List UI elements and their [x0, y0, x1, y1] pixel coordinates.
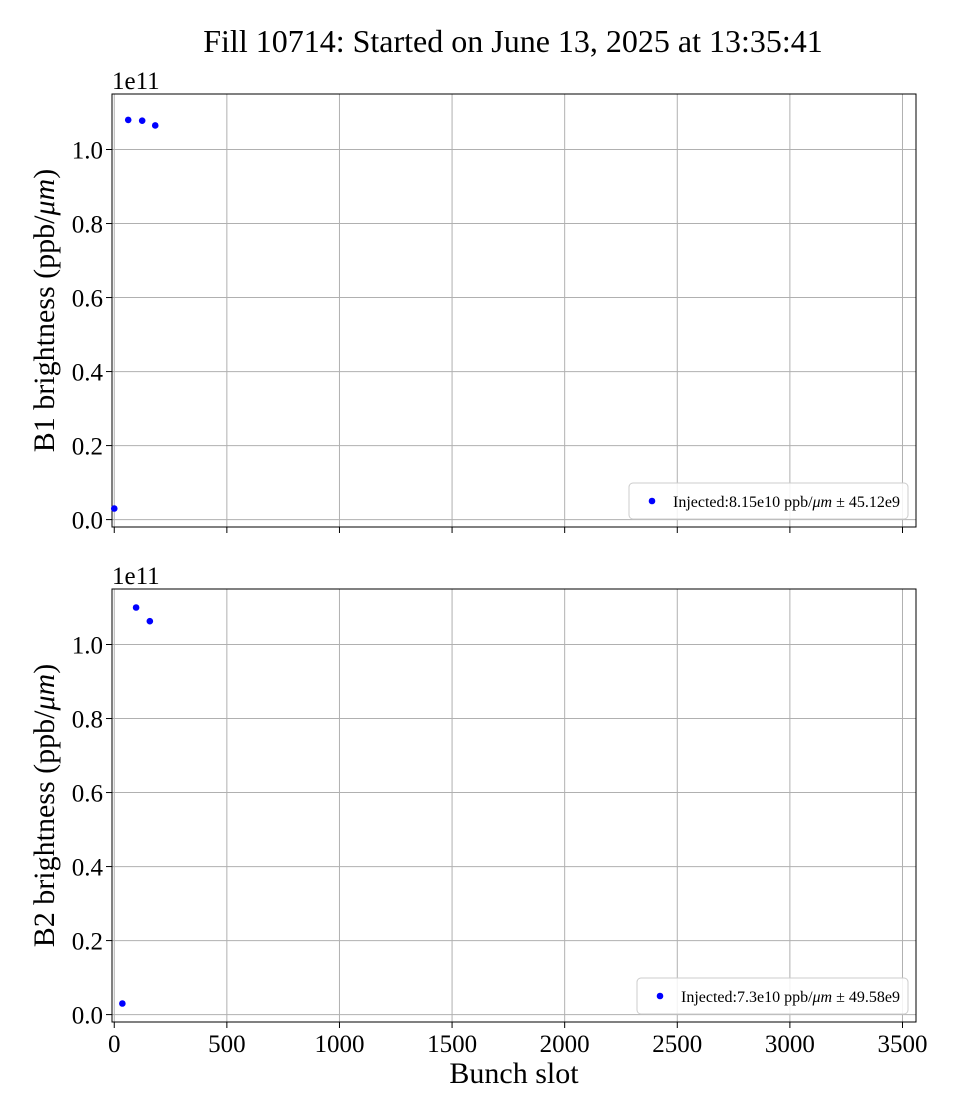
- y-tick-label: 0.6: [72, 781, 103, 808]
- x-tick-label: 2000: [540, 1031, 590, 1058]
- x-tick-label: 0: [108, 1031, 121, 1058]
- y-tick-label: 1.0: [72, 633, 103, 660]
- y-tick-label: 0.4: [72, 360, 104, 387]
- legend-entry: Injected:8.15e10 ppb/μm ± 45.12e9: [673, 494, 900, 511]
- panels: 0.0 0.2 0.4 0.6 0.8 1.0 1e11 B1 brightness (ppb…: [28, 68, 927, 1090]
- y-tick-label: 0.0: [72, 1003, 103, 1030]
- legend-frame: [636, 977, 909, 1015]
- legend-entry-suffix: ± 49.58e9: [832, 989, 900, 1006]
- legend-entry-unit: μm: [812, 989, 833, 1006]
- plot-frame: [111, 588, 917, 1023]
- x-tick-label: 2500: [652, 1031, 702, 1058]
- plot-frame: [111, 93, 917, 528]
- x-tick-label: 3000: [765, 1031, 815, 1058]
- legend-entry-suffix: ± 45.12e9: [832, 494, 900, 511]
- y-axis-label: B2 brightness (ppb/μm): [28, 664, 61, 947]
- y-tick-label: 0.0: [72, 508, 103, 535]
- y-tick-label: 0.2: [72, 929, 103, 956]
- data-point: [132, 604, 140, 611]
- data-point: [138, 117, 146, 124]
- y-axis-label-prefix: B1 brightness (ppb/: [28, 215, 61, 452]
- y-tick-label: 0.4: [72, 855, 104, 882]
- y-axis-multiplier: 1e11: [112, 563, 160, 590]
- data-point: [146, 617, 154, 625]
- y-tick-label: 0.6: [72, 286, 103, 313]
- legend-marker: [656, 992, 664, 1000]
- legend-entry-prefix: Injected:8.15e10 ppb/: [673, 494, 813, 511]
- data-point: [124, 116, 132, 124]
- y-axis-label: B1 brightness (ppb/μm): [28, 169, 61, 452]
- legend: Injected:7.3e10 ppb/μm ± 49.58e9: [636, 977, 909, 1015]
- x-tick-label: 3500: [877, 1031, 927, 1058]
- x-tick-label: 500: [208, 1031, 246, 1058]
- y-axis-label-unit: μm: [28, 179, 61, 217]
- legend-frame: [628, 482, 909, 520]
- y-axis-label-suffix: ): [28, 664, 61, 674]
- x-tick-label: 1000: [314, 1031, 364, 1058]
- legend-entry: Injected:7.3e10 ppb/μm ± 49.58e9: [681, 989, 900, 1006]
- data-point: [119, 1000, 126, 1007]
- y-axis-label-unit: μm: [28, 674, 61, 712]
- y-tick-label: 0.2: [72, 434, 103, 461]
- y-tick-label: 0.8: [72, 707, 103, 734]
- panel-1: 0.0 0.2 0.4 0.6 0.8 1.0 1e11 B1 brightness (ppb…: [28, 68, 917, 535]
- x-tick-label: 1500: [427, 1031, 477, 1058]
- legend: Injected:8.15e10 ppb/μm ± 45.12e9: [628, 482, 909, 520]
- legend-entry-prefix: Injected:7.3e10 ppb/: [681, 989, 813, 1006]
- y-tick-label: 1.0: [72, 138, 103, 165]
- legend-entry-unit: μm: [812, 494, 833, 511]
- y-axis-label-prefix: B2 brightness (ppb/: [28, 710, 61, 947]
- panel-2: 0 500 1000 1500 2000 2500 3000 3500 0.0 0.2 0.4 0.6…: [28, 563, 927, 1090]
- y-axis-label-suffix: ): [28, 169, 61, 179]
- data-point: [110, 505, 118, 512]
- y-axis-multiplier: 1e11: [112, 68, 160, 95]
- x-axis-label: Bunch slot: [449, 1057, 579, 1090]
- figure-title: Fill 10714: Started on June 13, 2025 at …: [203, 23, 823, 59]
- legend-marker: [648, 497, 656, 505]
- data-point: [151, 122, 159, 129]
- y-tick-label: 0.8: [72, 212, 103, 239]
